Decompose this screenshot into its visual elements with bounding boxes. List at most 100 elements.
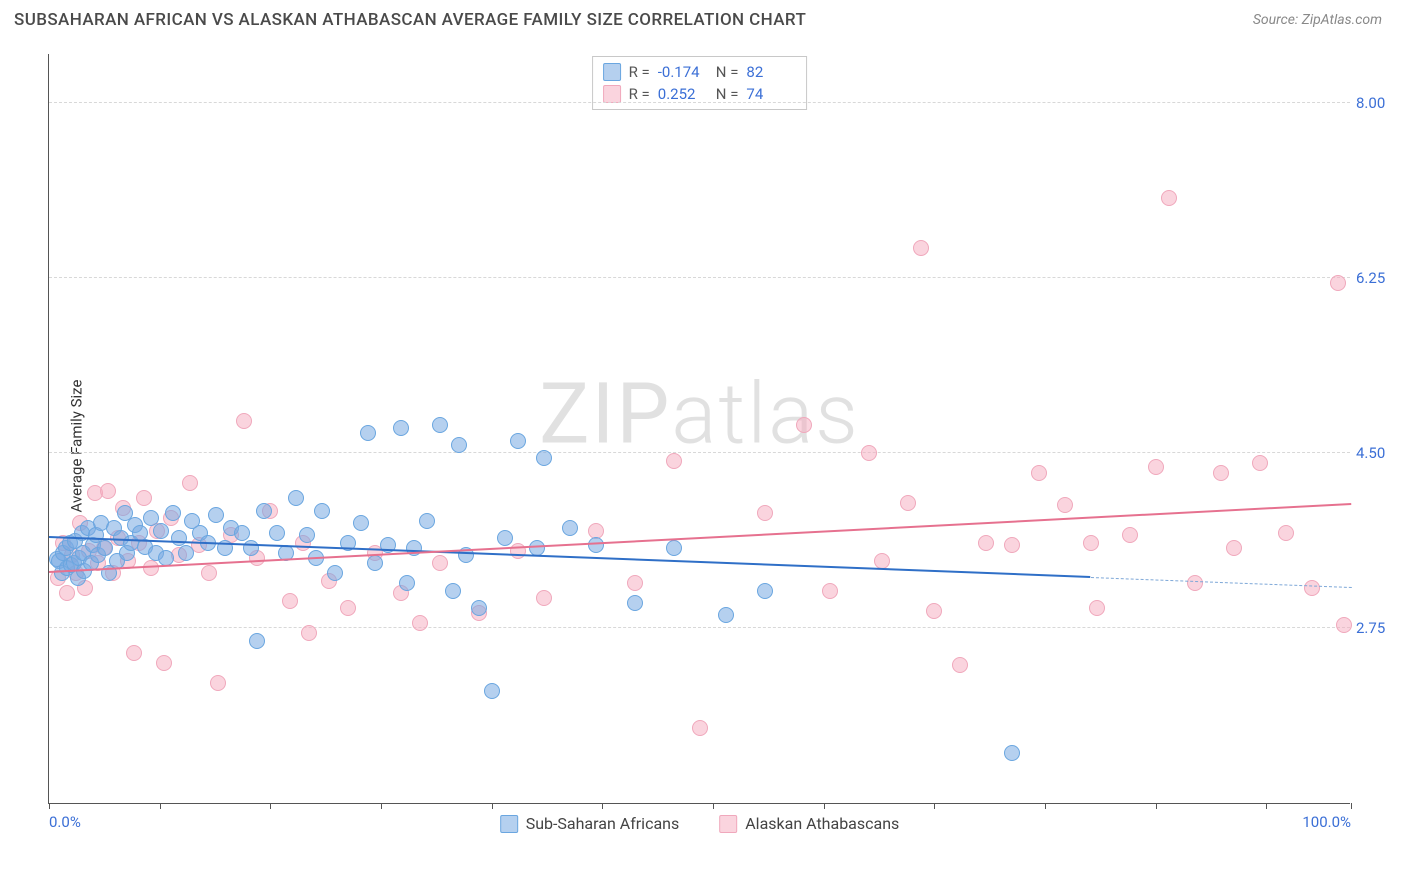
xtick: [824, 803, 825, 809]
pink-point: [952, 657, 968, 673]
pink-point: [796, 417, 812, 433]
pink-point: [156, 655, 172, 671]
pink-point: [210, 675, 226, 691]
ytick-label: 8.00: [1356, 94, 1404, 112]
pink-point: [757, 505, 773, 521]
series-legend: Sub-Saharan Africans Alaskan Athabascans: [500, 814, 900, 833]
pink-point: [301, 625, 317, 641]
blue-point: [588, 537, 604, 553]
legend-swatch-blue: [603, 63, 621, 81]
pink-point: [126, 645, 142, 661]
blue-point: [419, 513, 435, 529]
blue-point: [471, 600, 487, 616]
ytick-label: 4.50: [1356, 444, 1404, 462]
blue-point: [399, 575, 415, 591]
xtick: [713, 803, 714, 809]
blue-point: [353, 515, 369, 531]
xtick: [602, 803, 603, 809]
pink-point: [1089, 600, 1105, 616]
legend-row-blue: R = -0.174 N = 82: [603, 61, 797, 83]
blue-point: [243, 540, 259, 556]
pink-point: [666, 453, 682, 469]
blue-point: [666, 540, 682, 556]
pink-point: [412, 615, 428, 631]
blue-point: [288, 490, 304, 506]
ytick-label: 2.75: [1356, 619, 1404, 637]
blue-point: [432, 417, 448, 433]
gridline: [49, 277, 1350, 278]
pink-point: [282, 593, 298, 609]
pink-point: [1031, 465, 1047, 481]
pink-point: [1161, 190, 1177, 206]
blue-point: [153, 523, 169, 539]
blue-point: [367, 555, 383, 571]
legend-item-pink: Alaskan Athabascans: [719, 814, 899, 833]
pink-point: [926, 603, 942, 619]
xtick: [160, 803, 161, 809]
xtick: [934, 803, 935, 809]
blue-point: [757, 583, 773, 599]
pink-point: [536, 590, 552, 606]
blue-point: [451, 437, 467, 453]
pink-point: [1336, 617, 1352, 633]
pink-point: [236, 413, 252, 429]
pink-point: [201, 565, 217, 581]
blue-point: [718, 607, 734, 623]
blue-point: [562, 520, 578, 536]
pink-point: [136, 490, 152, 506]
pink-point: [432, 555, 448, 571]
gridline: [49, 452, 1350, 453]
gridline: [49, 627, 1350, 628]
blue-point: [497, 530, 513, 546]
blue-point: [171, 530, 187, 546]
pink-point: [1252, 455, 1268, 471]
pink-point: [1330, 275, 1346, 291]
xtick: [1351, 803, 1352, 809]
pink-point: [1057, 497, 1073, 513]
watermark: ZIPatlas: [539, 364, 860, 463]
pink-point: [1083, 535, 1099, 551]
blue-point: [327, 565, 343, 581]
pink-point: [59, 585, 75, 601]
blue-point: [165, 505, 181, 521]
pink-point: [1278, 525, 1294, 541]
pink-point: [1004, 537, 1020, 553]
pink-point: [900, 495, 916, 511]
pink-point: [1213, 465, 1229, 481]
legend-swatch-blue-icon: [500, 815, 518, 833]
blue-point: [393, 420, 409, 436]
pink-point: [1148, 459, 1164, 475]
xtick: [381, 803, 382, 809]
blue-point: [536, 450, 552, 466]
blue-point: [208, 507, 224, 523]
legend-swatch-pink-icon: [719, 815, 737, 833]
blue-point: [445, 583, 461, 599]
blue-point: [256, 503, 272, 519]
pink-point: [340, 600, 356, 616]
xtick-label: 0.0%: [49, 813, 81, 831]
xtick: [1156, 803, 1157, 809]
blue-point: [299, 527, 315, 543]
pink-point: [874, 553, 890, 569]
blue-point: [249, 633, 265, 649]
xtick: [1266, 803, 1267, 809]
blue-point: [627, 595, 643, 611]
pink-point: [913, 240, 929, 256]
pink-point: [627, 575, 643, 591]
pink-point: [1187, 575, 1203, 591]
pink-point: [1304, 580, 1320, 596]
blue-point: [484, 683, 500, 699]
pink-point: [978, 535, 994, 551]
blue-point: [178, 545, 194, 561]
blue-point: [269, 525, 285, 541]
xtick: [270, 803, 271, 809]
blue-point: [314, 503, 330, 519]
pink-point: [692, 720, 708, 736]
blue-point: [510, 433, 526, 449]
pink-point: [143, 560, 159, 576]
pink-point: [1226, 540, 1242, 556]
xtick: [49, 803, 50, 809]
xtick: [492, 803, 493, 809]
blue-point: [234, 525, 250, 541]
pink-point: [182, 475, 198, 491]
